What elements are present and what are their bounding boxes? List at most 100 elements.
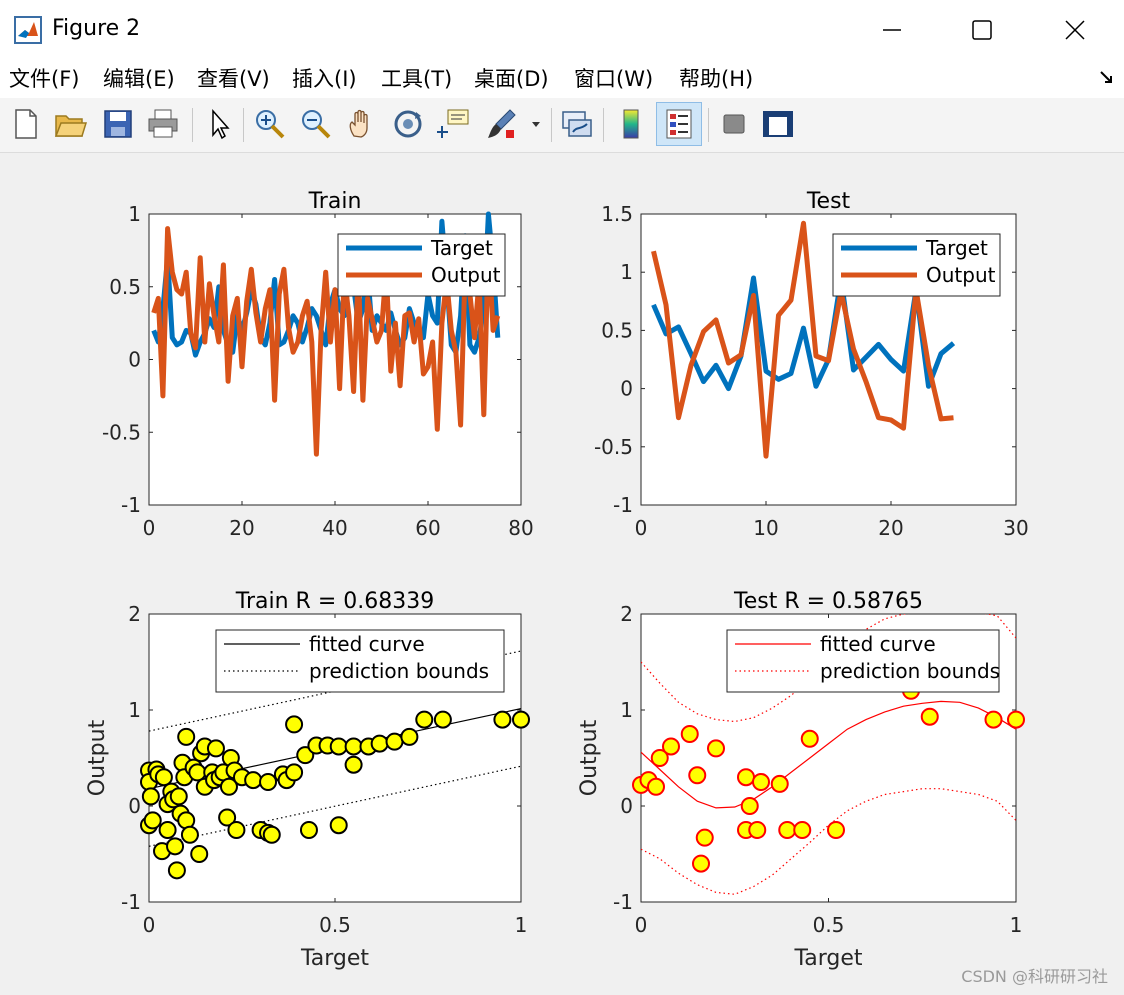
data-point — [1007, 710, 1025, 729]
data-point — [737, 768, 755, 787]
data-point — [206, 739, 225, 758]
data-point — [190, 845, 209, 863]
print-icon[interactable] — [145, 106, 181, 142]
data-point — [169, 787, 188, 806]
legend: fitted curve prediction bounds — [215, 629, 505, 693]
data-point — [650, 749, 669, 767]
data-point — [344, 737, 363, 756]
toolbar-separator — [603, 108, 604, 142]
menu-edit[interactable]: 编辑(E) — [103, 67, 175, 91]
chart-title: Test R = 0.58765 — [733, 589, 923, 614]
menu-tools[interactable]: 工具(T) — [381, 67, 453, 91]
data-point — [143, 811, 162, 830]
data-point — [285, 715, 304, 734]
menu-view[interactable]: 查看(V) — [197, 67, 270, 91]
data-point — [167, 861, 186, 880]
data-point — [166, 837, 185, 856]
zoom-in-icon[interactable] — [252, 106, 288, 142]
legend-box — [832, 233, 1001, 297]
window-title: Figure 2 — [52, 16, 141, 41]
y-tick-label: 0.5 — [601, 318, 633, 342]
close-button[interactable] — [1045, 6, 1105, 54]
data-point — [180, 825, 199, 844]
data-point — [512, 710, 530, 729]
brush-icon[interactable] — [484, 106, 520, 142]
data-point — [296, 746, 315, 765]
data-point — [299, 821, 318, 839]
pointer-icon[interactable] — [202, 106, 238, 142]
maximize-button[interactable] — [952, 6, 1012, 54]
data-point — [344, 755, 363, 774]
chevron-down-icon[interactable] — [528, 106, 544, 142]
data-point — [793, 821, 812, 839]
y-tick-label: 0 — [620, 794, 633, 818]
menu-desktop[interactable]: 桌面(D) — [474, 67, 549, 91]
x-tick-label: 0.5 — [319, 913, 351, 937]
title-bar[interactable]: Figure 2 — [0, 0, 1124, 60]
data-point — [680, 725, 699, 743]
y-tick-label: 0 — [128, 794, 141, 818]
data-point — [415, 710, 434, 729]
menu-file[interactable]: 文件(F) — [9, 67, 80, 91]
x-tick-label: 20 — [229, 516, 254, 540]
toolbar-separator — [551, 108, 552, 142]
hide-plot-tools-icon[interactable] — [716, 106, 752, 142]
menu-help[interactable]: 帮助(H) — [679, 67, 754, 91]
dock-arrow-icon[interactable] — [1098, 68, 1116, 86]
legend-icon[interactable] — [656, 102, 702, 146]
show-plot-tools-icon[interactable] — [760, 106, 796, 142]
x-tick-label: 0 — [143, 516, 156, 540]
x-tick-label: 0 — [635, 516, 648, 540]
toolbar-separator — [192, 108, 193, 142]
data-point — [920, 707, 939, 726]
data-point — [770, 774, 789, 793]
data-point — [748, 821, 767, 839]
x-tick-label: 0.5 — [813, 913, 845, 937]
menu-window[interactable]: 窗口(W) — [574, 67, 654, 91]
x-tick-label: 0 — [143, 913, 156, 937]
data-point — [433, 710, 452, 729]
chart-title: Train — [308, 189, 362, 214]
x-tick-label: 1 — [1010, 913, 1023, 937]
data-point — [158, 821, 177, 839]
legend-box — [337, 233, 506, 297]
output-series-line — [151, 226, 501, 457]
data-point — [827, 821, 845, 839]
chart-title: Test — [806, 189, 851, 214]
data-point — [688, 766, 707, 785]
data-point — [285, 763, 304, 782]
zoom-out-icon[interactable] — [298, 106, 334, 142]
y-tick-label: 0 — [620, 377, 633, 401]
link-plot-icon[interactable] — [559, 106, 595, 142]
data-point — [154, 768, 173, 787]
data-cursor-icon[interactable] — [436, 106, 472, 142]
data-point — [218, 808, 237, 827]
data-point — [141, 787, 160, 806]
rotate-3d-icon[interactable] — [390, 106, 426, 142]
chart-title: Train R = 0.68339 — [235, 589, 434, 614]
x-tick-label: 80 — [508, 516, 533, 540]
pan-icon[interactable] — [344, 106, 380, 142]
data-point — [329, 737, 348, 756]
legend-label: Target — [925, 236, 988, 260]
y-tick-label: 1.5 — [601, 202, 633, 226]
open-icon[interactable] — [52, 106, 88, 142]
minimize-button[interactable] — [862, 6, 922, 54]
menu-insert[interactable]: 插入(I) — [292, 67, 357, 91]
test-curves — [641, 614, 1016, 895]
data-point — [262, 825, 281, 844]
data-point — [385, 732, 404, 751]
y-tick-label: 1 — [128, 698, 141, 722]
menu-bar: 文件(F) 编辑(E) 查看(V) 插入(I) 工具(T) 桌面(D) 窗口(W… — [0, 60, 1124, 98]
toolbar-separator — [243, 108, 244, 142]
new-figure-icon[interactable] — [8, 106, 44, 142]
data-point — [692, 854, 710, 873]
y-tick-label: -1 — [613, 890, 633, 914]
x-tick-label: 20 — [878, 516, 903, 540]
legend-label: prediction bounds — [309, 659, 489, 683]
colorbar-icon[interactable] — [613, 106, 649, 142]
save-icon[interactable] — [100, 106, 136, 142]
watermark: CSDN @科研研习社 — [961, 967, 1108, 986]
legend-label: fitted curve — [820, 632, 936, 656]
